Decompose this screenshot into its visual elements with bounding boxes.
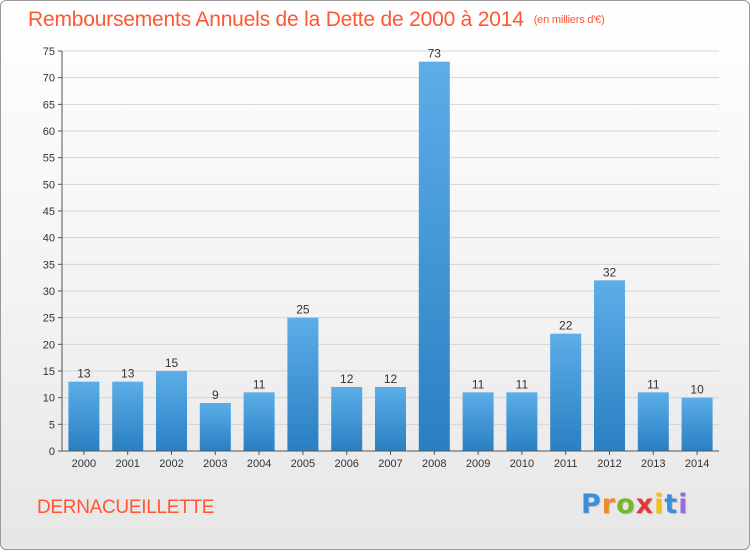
y-tick-label: 70 — [43, 73, 55, 85]
data-label: 11 — [472, 377, 485, 391]
y-tick-label: 5 — [49, 419, 55, 431]
x-tick-label: 2012 — [597, 458, 621, 470]
bar — [462, 392, 494, 451]
y-tick-label: 50 — [43, 179, 55, 191]
proxiti-logo[interactable]: Proxiti — [581, 489, 689, 520]
y-tick-label: 45 — [43, 206, 55, 218]
x-tick-label: 2013 — [641, 458, 665, 470]
chart-unit: (en milliers d'€) — [533, 14, 605, 26]
data-label: 12 — [340, 372, 354, 386]
bar — [156, 371, 187, 451]
y-tick-label: 65 — [43, 99, 55, 111]
y-tick-label: 15 — [43, 366, 55, 378]
y-tick-label: 75 — [43, 46, 55, 58]
bar — [331, 387, 363, 451]
x-tick-label: 2010 — [510, 458, 534, 470]
bar — [637, 392, 669, 451]
x-tick-label: 2014 — [685, 458, 709, 470]
commune-name: DERNACUEILLETTE — [37, 497, 215, 518]
x-tick-label: 2000 — [72, 458, 96, 470]
data-label: 32 — [603, 265, 617, 279]
axes — [58, 50, 719, 455]
x-tick-label: 2003 — [203, 458, 227, 470]
bar — [550, 333, 582, 451]
data-label: 25 — [296, 303, 310, 317]
bar — [418, 61, 450, 452]
data-label: 73 — [428, 47, 442, 61]
bars — [68, 61, 713, 452]
bar — [375, 387, 406, 451]
data-label: 10 — [690, 383, 704, 397]
chart-title-text: Remboursements Annuels de la Dette de 20… — [28, 8, 524, 31]
y-tick-label: 40 — [43, 233, 55, 245]
x-tick-label: 2005 — [291, 458, 315, 470]
logo-letter: o — [616, 489, 636, 520]
data-label: 11 — [253, 377, 266, 391]
data-label: 9 — [212, 388, 219, 402]
data-label: 13 — [77, 367, 91, 381]
y-tick-label: 35 — [43, 259, 55, 271]
y-tick-label: 25 — [43, 313, 55, 325]
y-tick-label: 0 — [49, 446, 55, 458]
logo-letter: t — [664, 489, 679, 520]
x-tick-label: 2011 — [554, 458, 578, 470]
labels: 0 5 10 15 20 25 30 35 40 45 50 55 60 65 70 75 13 2000 13 20… — [43, 46, 710, 470]
logo-letter: x — [635, 489, 655, 520]
x-tick-label: 2009 — [466, 458, 490, 470]
bar — [243, 392, 275, 451]
bar — [112, 381, 144, 451]
y-tick-label: 10 — [43, 393, 55, 405]
y-tick-label: 20 — [43, 339, 55, 351]
logo-letter: i — [678, 489, 689, 520]
x-tick-label: 2001 — [115, 458, 139, 470]
data-label: 22 — [559, 319, 573, 333]
y-tick-label: 55 — [43, 153, 55, 165]
bar — [594, 280, 625, 451]
logo-letter: i — [654, 489, 665, 520]
data-label: 15 — [165, 356, 179, 370]
data-label: 11 — [516, 377, 529, 391]
data-label: 12 — [384, 372, 398, 386]
x-tick-label: 2004 — [247, 458, 271, 470]
x-tick-label: 2006 — [334, 458, 358, 470]
logo-letter: r — [601, 489, 617, 520]
bar — [199, 403, 231, 451]
x-tick-label: 2007 — [378, 458, 402, 470]
bar — [68, 381, 100, 451]
x-tick-label: 2008 — [422, 458, 446, 470]
y-tick-label: 30 — [43, 286, 55, 298]
bar — [506, 392, 538, 451]
data-label: 11 — [647, 377, 660, 391]
x-tick-label: 2002 — [159, 458, 183, 470]
bar — [681, 397, 713, 451]
data-label: 13 — [121, 367, 135, 381]
bar — [287, 317, 319, 451]
logo-letter: P — [581, 489, 602, 520]
y-tick-label: 60 — [43, 126, 55, 138]
chart-title: Remboursements Annuels de la Dette de 20… — [28, 8, 605, 32]
